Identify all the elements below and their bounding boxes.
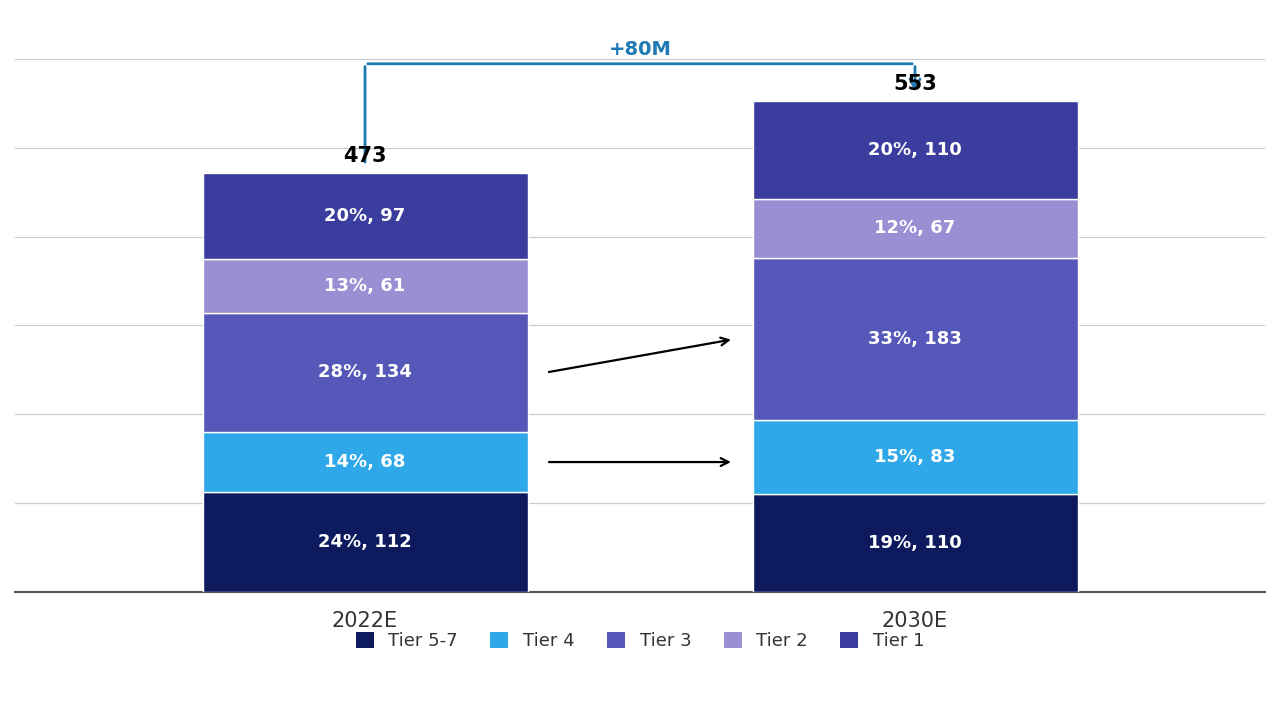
- Bar: [202, 259, 527, 313]
- Text: 13%, 61: 13%, 61: [324, 277, 406, 295]
- Bar: [202, 492, 527, 592]
- Text: 24%, 112: 24%, 112: [319, 533, 412, 551]
- Bar: [753, 101, 1078, 199]
- Text: 15%, 83: 15%, 83: [874, 448, 956, 466]
- Bar: [202, 313, 527, 432]
- Bar: [753, 258, 1078, 420]
- Bar: [202, 432, 527, 492]
- Text: 12%, 67: 12%, 67: [874, 220, 956, 238]
- Bar: [202, 173, 527, 259]
- Bar: [753, 199, 1078, 258]
- Bar: [753, 420, 1078, 494]
- Text: 553: 553: [893, 74, 937, 94]
- Text: 33%, 183: 33%, 183: [868, 330, 963, 348]
- Text: 473: 473: [343, 145, 387, 166]
- Legend: Tier 5-7, Tier 4, Tier 3, Tier 2, Tier 1: Tier 5-7, Tier 4, Tier 3, Tier 2, Tier 1: [348, 625, 932, 657]
- Text: +80M: +80M: [608, 40, 672, 59]
- Text: 19%, 110: 19%, 110: [868, 534, 961, 552]
- Bar: [753, 494, 1078, 592]
- Text: 28%, 134: 28%, 134: [317, 364, 412, 382]
- Text: 20%, 110: 20%, 110: [868, 141, 961, 159]
- Text: 14%, 68: 14%, 68: [324, 453, 406, 471]
- Text: 20%, 97: 20%, 97: [324, 207, 406, 225]
